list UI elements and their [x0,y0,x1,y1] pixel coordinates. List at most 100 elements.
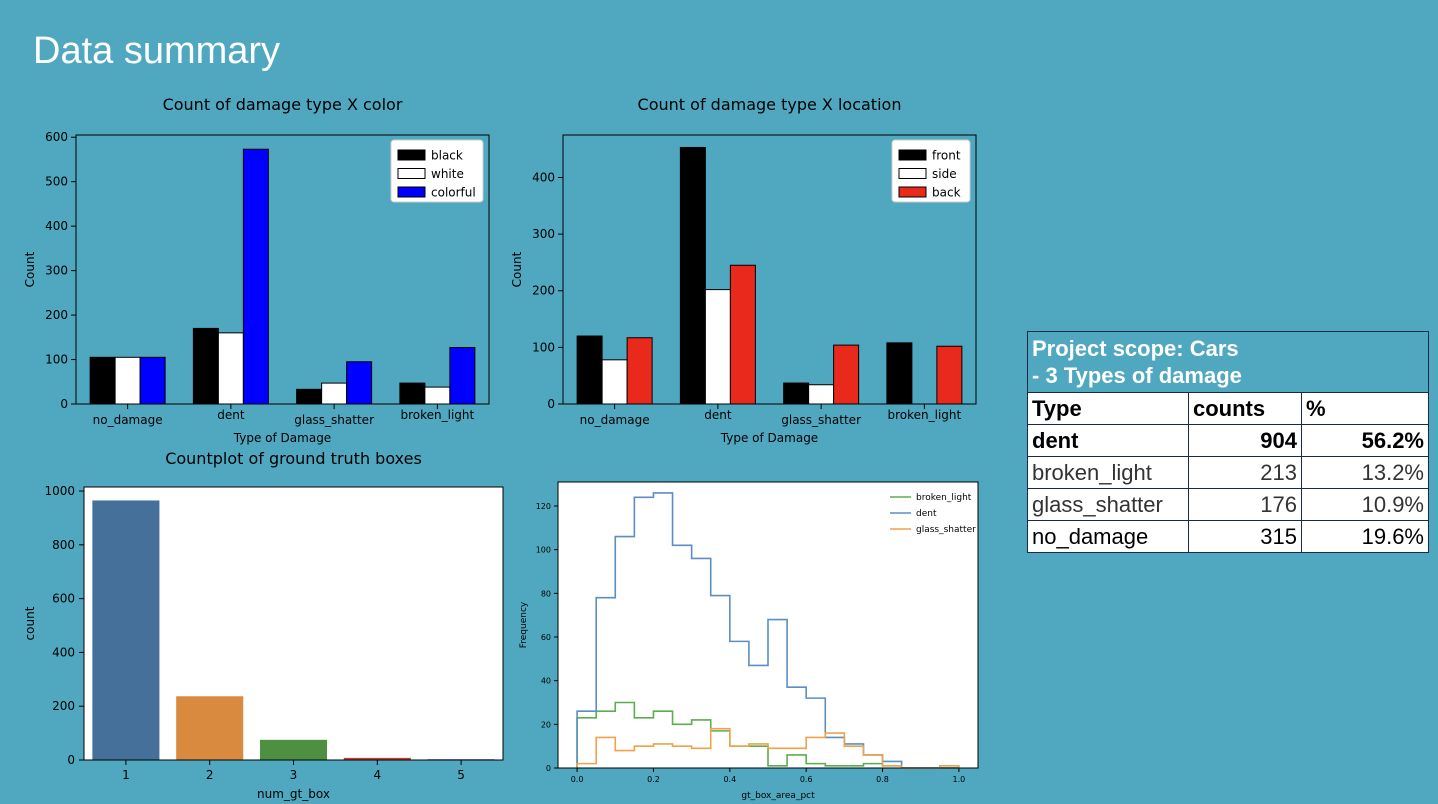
y-tick-label: 200 [532,284,555,298]
col-counts-header: counts [1188,392,1302,425]
y-tick-label: 80 [541,589,551,598]
row-type: glass_shatter [1027,488,1189,521]
bar-1 [92,500,160,760]
row-pct: 56.2% [1301,424,1429,457]
bar-side [704,289,731,405]
y-tick-label: 100 [536,546,551,555]
x-tick-label: 4 [373,768,381,782]
row-pct: 10.9% [1301,488,1429,521]
y-axis-label: Count [510,251,524,287]
bar-black [399,382,426,405]
legend-label: front [932,149,961,163]
summary-heading-line2: - 3 Types of damage [1032,363,1242,388]
y-tick-label: 40 [541,677,551,686]
x-tick-label: glass_shatter [781,413,861,427]
legend-label: white [431,167,464,181]
y-tick-label: 400 [52,645,75,659]
x-tick-label: 0.0 [571,775,584,784]
legend-label: dent [916,509,937,519]
x-tick-label: 1.0 [953,775,966,784]
x-tick-label: broken_light [401,408,475,422]
bar-2 [176,696,244,760]
x-axis-label: gt_box_area_pct [741,791,815,801]
y-tick-label: 20 [541,720,551,729]
legend-label: side [932,167,957,181]
legend-swatch [397,168,426,179]
gt-box-count-chart: Countplot of ground truth boxes 0 200 400 60… [23,449,504,801]
x-tick-label: 0.4 [723,775,736,784]
histogram-line-glass_shatter [576,727,960,769]
x-axis-label: num_gt_box [257,787,330,801]
x-tick-label: dent [704,408,732,422]
y-tick-label: 500 [45,175,68,189]
summary-heading: Project scope: Cars - 3 Types of damage [1027,331,1429,393]
bar-3 [259,739,328,760]
row-counts: 904 [1188,424,1302,457]
legend-label: back [932,186,961,200]
x-tick-label: 1 [122,768,130,782]
table-row: glass_shatter 176 10.9% [1027,488,1429,521]
x-tick-label: 2 [206,768,214,782]
y-tick-label: 300 [45,264,68,278]
x-tick-label: no_damage [580,413,650,427]
legend-label: broken_light [916,493,972,503]
bar-front [679,146,706,405]
bar-black [296,388,323,405]
row-pct: 13.2% [1301,456,1429,489]
damage-color-chart: Count of damage type X color 0 100 200 300 40… [23,95,490,445]
y-tick-label: 0 [67,753,75,767]
chart-title: Countplot of ground truth boxes [165,449,422,468]
y-tick-label: 800 [52,538,75,552]
chart-title: Count of damage type X location [638,95,902,114]
bar-colorful [139,356,166,405]
bar-side [601,359,628,405]
x-tick-label: 0.8 [876,775,889,784]
bar-back [833,344,860,405]
bar-colorful [346,361,373,405]
y-axis-label: Count [23,251,37,287]
summary-heading-line1: Project scope: Cars [1032,336,1239,361]
bar-front [576,335,603,405]
y-tick-label: 0 [60,397,68,411]
bar-white [424,386,451,405]
y-axis-label: count [23,606,37,640]
y-tick-label: 100 [45,353,68,367]
y-tick-label: 200 [45,308,68,322]
col-pct-header: % [1301,392,1429,425]
x-tick-label: dent [217,408,245,422]
bar-back [729,264,756,405]
table-row: dent 904 56.2% [1027,424,1429,457]
y-tick-label: 600 [45,130,68,144]
table-row: broken_light 213 13.2% [1027,456,1429,489]
legend-swatch [397,149,426,161]
bar-colorful [449,347,476,405]
bar-white [114,356,141,405]
y-tick-label: 0 [547,397,555,411]
bar-white [321,382,348,405]
plot-frame [83,486,504,761]
y-tick-label: 60 [541,633,551,642]
legend-swatch [898,186,927,198]
row-type: dent [1027,424,1189,457]
row-counts: 176 [1188,488,1302,521]
x-axis-label: Type of Damage [233,431,331,445]
plot-frame [557,481,979,769]
row-counts: 315 [1188,520,1302,553]
page-title: Data summary [33,30,281,72]
summary-table: Project scope: Cars - 3 Types of damage … [1027,331,1429,553]
bar-side [808,384,835,405]
x-tick-label: 5 [457,768,465,782]
damage-location-chart: Count of damage type X location 0 100 200 30… [510,95,977,445]
y-tick-label: 300 [532,227,555,241]
table-row: no_damage 315 19.6% [1027,520,1429,553]
col-type-header: Type [1027,392,1189,425]
x-tick-label: 3 [290,768,298,782]
plot-frame [562,134,977,405]
y-tick-label: 0 [546,764,551,773]
y-tick-label: 200 [52,699,75,713]
legend-label: colorful [431,186,476,200]
summary-column-headers: Type counts % [1027,392,1429,425]
legend-swatch [898,149,927,161]
legend-swatch [397,186,426,198]
bar-colorful [242,148,269,405]
